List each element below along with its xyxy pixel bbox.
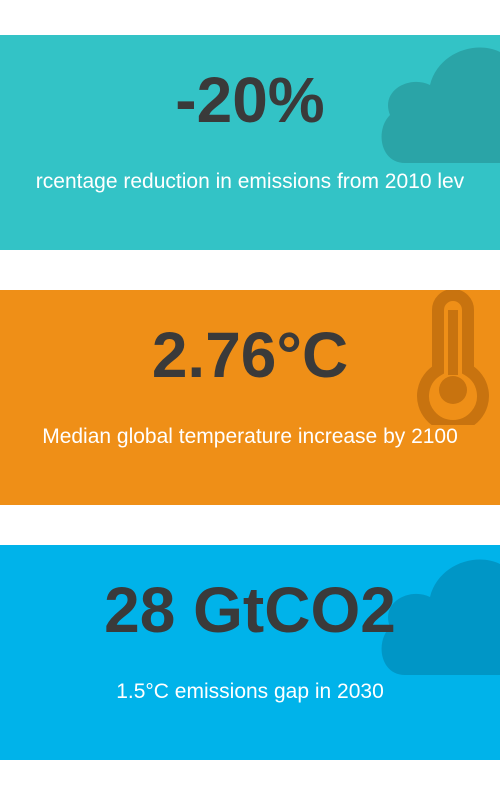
stat-caption: 1.5°C emissions gap in 2030 bbox=[116, 680, 384, 703]
stat-card: 2.76°C Median global temperature increas… bbox=[0, 290, 500, 505]
cloud-icon bbox=[381, 559, 500, 675]
stat-caption: Median global temperature increase by 21… bbox=[42, 425, 458, 448]
stat-caption: rcentage reduction in emissions from 201… bbox=[35, 170, 465, 193]
stat-value: 28 GtCO2 bbox=[104, 574, 396, 646]
cloud-icon bbox=[381, 47, 500, 163]
stat-value: 2.76°C bbox=[151, 319, 349, 391]
stat-card: 28 GtCO2 1.5°C emissions gap in 2030 bbox=[0, 545, 500, 760]
thermometer-icon bbox=[417, 290, 489, 425]
stat-card: -20% rcentage reduction in emissions fro… bbox=[0, 35, 500, 250]
stat-value: -20% bbox=[175, 64, 325, 136]
